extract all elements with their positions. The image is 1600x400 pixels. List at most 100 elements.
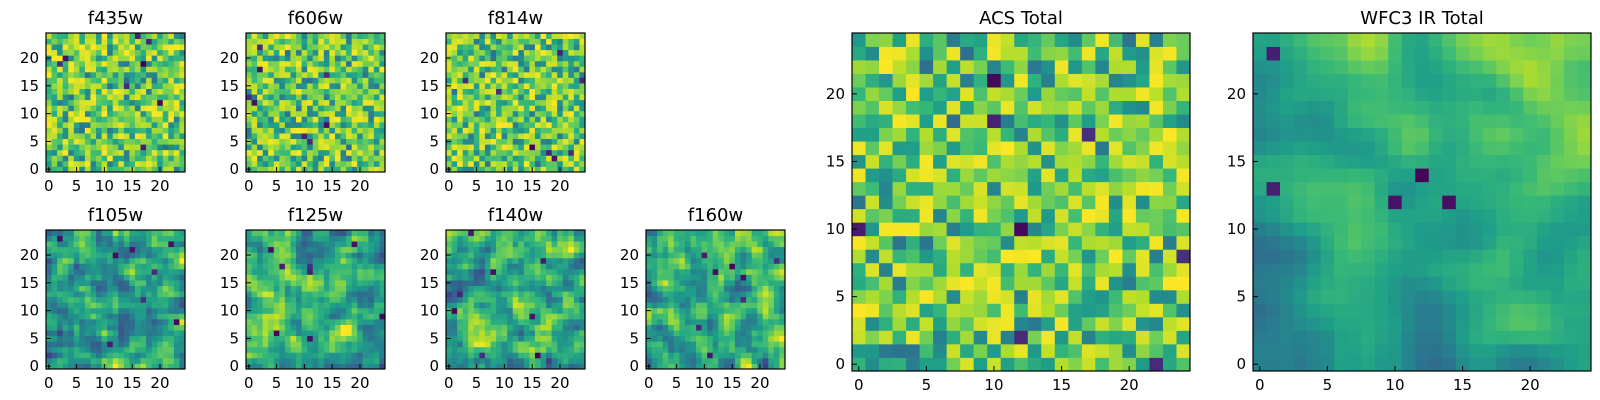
heatmap-cell [140, 88, 147, 95]
heatmap-cell [773, 346, 780, 353]
heatmap-cell [562, 313, 569, 320]
heatmap-cell [518, 263, 525, 270]
heatmap-cell [346, 335, 353, 342]
heatmap-cell [568, 318, 575, 325]
heatmap-cell [129, 33, 136, 39]
heatmap-cell [118, 83, 125, 89]
heatmap-cell [96, 66, 102, 73]
heatmap-cell [518, 94, 525, 101]
heatmap-cell [129, 44, 136, 51]
heatmap-cell [146, 166, 153, 173]
heatmap-cell [168, 285, 175, 292]
heatmap-cell [546, 144, 553, 151]
heatmap-cell [284, 66, 291, 73]
heatmap-cell [490, 235, 497, 242]
heatmap-cell [101, 38, 108, 45]
heatmap-cell [301, 116, 308, 123]
heatmap-cell [546, 155, 553, 162]
heatmap-cell [473, 357, 480, 364]
heatmap-cell [123, 66, 130, 73]
heatmap-cell [484, 341, 491, 348]
heatmap-cell [162, 346, 169, 353]
heatmap-cell [123, 77, 130, 84]
heatmap-cell [140, 252, 147, 259]
heatmap-cell [168, 274, 175, 281]
heatmap-cell [1014, 168, 1029, 183]
heatmap-cell [268, 235, 275, 242]
heatmap-cell [357, 307, 364, 314]
heatmap-cell [573, 296, 580, 303]
heatmap-cell [1122, 168, 1137, 183]
heatmap-cell [290, 318, 297, 325]
heatmap-cell [246, 38, 252, 45]
heatmap-cell [134, 38, 141, 45]
heatmap-cell [1135, 303, 1150, 318]
heatmap-cell [701, 291, 708, 298]
heatmap-cell [290, 94, 297, 101]
heatmap-cell [1095, 141, 1110, 156]
heatmap-cell [1176, 249, 1191, 264]
heatmap-cell [496, 60, 502, 67]
heatmap-cell [112, 346, 119, 353]
heatmap-cell [129, 71, 136, 78]
heatmap-cell [146, 99, 153, 106]
heatmap-cell [284, 88, 291, 95]
heatmap-cell [546, 94, 553, 101]
heatmap-cell [534, 318, 541, 325]
heatmap-cell [301, 60, 308, 67]
heatmap-cell [946, 303, 961, 318]
heatmap-cell [329, 138, 336, 145]
heatmap-cell [746, 352, 753, 359]
heatmap-cell [679, 285, 686, 292]
heatmap-cell [346, 291, 353, 298]
heatmap-cell [987, 168, 1002, 183]
heatmap-cell [892, 289, 907, 304]
heatmap-cell [529, 88, 536, 95]
heatmap-cell [529, 149, 536, 156]
heatmap-cell [79, 296, 86, 303]
heatmap-cell [96, 335, 102, 342]
heatmap-cell [712, 252, 719, 259]
heatmap-cell [62, 55, 69, 62]
heatmap-cell [146, 352, 153, 359]
heatmap-cell [1014, 249, 1029, 264]
heatmap-cell [879, 316, 893, 331]
heatmap-cell [84, 127, 91, 134]
heatmap-cell [101, 357, 108, 364]
heatmap-cell [351, 330, 358, 337]
heatmap-cell [118, 230, 125, 236]
heatmap-cell [579, 71, 586, 78]
heatmap-cell [246, 144, 252, 151]
heatmap-cell [490, 307, 497, 314]
heatmap-cell [973, 208, 988, 223]
heatmap-cell [107, 160, 114, 167]
heatmap-cell [379, 246, 386, 253]
y-tick-label: 20 [20, 49, 39, 67]
heatmap-cell [251, 71, 258, 78]
heatmap-cell [112, 357, 119, 364]
heatmap-cell [323, 291, 330, 298]
heatmap-cell [551, 352, 558, 359]
heatmap-cell [446, 357, 452, 364]
heatmap-cell [129, 235, 136, 242]
heatmap-cell [673, 241, 680, 248]
heatmap-cell [557, 341, 564, 348]
heatmap-cell [340, 307, 347, 314]
heatmap-cell [546, 138, 553, 145]
heatmap-cell [251, 357, 258, 364]
heatmap-cell [57, 60, 64, 67]
heatmap-cell [107, 307, 114, 314]
heatmap-cell [62, 133, 69, 140]
heatmap-cell [512, 116, 519, 123]
heatmap-cell [451, 341, 458, 348]
heatmap-cell [279, 246, 286, 253]
heatmap-cell [151, 302, 158, 309]
heatmap-cell [101, 33, 108, 39]
heatmap-cell [690, 257, 697, 264]
heatmap-cell [779, 307, 786, 314]
heatmap-cell [446, 133, 452, 140]
heatmap-cell [368, 99, 375, 106]
heatmap-cell [496, 274, 502, 281]
heatmap-cell [46, 38, 52, 45]
heatmap-cell [746, 230, 753, 236]
